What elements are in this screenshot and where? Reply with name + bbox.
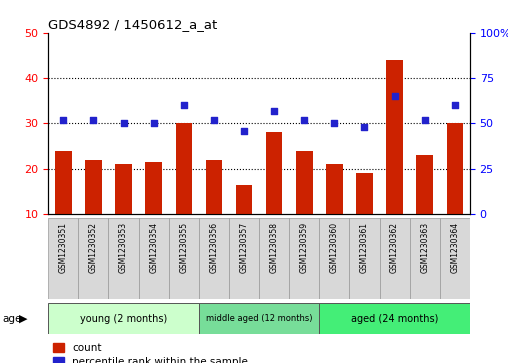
Bar bbox=[55, 151, 72, 260]
Text: GSM1230364: GSM1230364 bbox=[450, 222, 459, 273]
Point bbox=[270, 108, 278, 114]
Point bbox=[180, 102, 188, 108]
Point bbox=[89, 117, 98, 123]
Bar bbox=[266, 132, 282, 260]
Text: GSM1230351: GSM1230351 bbox=[59, 222, 68, 273]
Bar bbox=[48, 218, 78, 299]
Bar bbox=[115, 164, 132, 260]
Text: GSM1230352: GSM1230352 bbox=[89, 222, 98, 273]
Point bbox=[361, 124, 369, 130]
Bar bbox=[356, 174, 373, 260]
Point bbox=[330, 121, 338, 126]
Bar bbox=[259, 218, 289, 299]
Bar bbox=[296, 151, 312, 260]
Bar bbox=[409, 218, 440, 299]
Bar bbox=[417, 155, 433, 260]
Text: GDS4892 / 1450612_a_at: GDS4892 / 1450612_a_at bbox=[48, 18, 217, 31]
Bar bbox=[139, 218, 169, 299]
Text: GSM1230354: GSM1230354 bbox=[149, 222, 158, 273]
Bar bbox=[199, 303, 320, 334]
Point bbox=[149, 121, 157, 126]
Text: aged (24 months): aged (24 months) bbox=[351, 314, 438, 323]
Text: age: age bbox=[3, 314, 22, 323]
Bar bbox=[206, 160, 222, 260]
Legend: count, percentile rank within the sample: count, percentile rank within the sample bbox=[53, 343, 248, 363]
Point bbox=[240, 128, 248, 134]
Text: ▶: ▶ bbox=[19, 314, 28, 323]
Bar bbox=[199, 218, 229, 299]
Bar bbox=[320, 218, 350, 299]
Text: GSM1230361: GSM1230361 bbox=[360, 222, 369, 273]
Point bbox=[451, 102, 459, 108]
Text: GSM1230359: GSM1230359 bbox=[300, 222, 309, 273]
Point bbox=[119, 121, 128, 126]
Bar bbox=[320, 303, 470, 334]
Point bbox=[421, 117, 429, 123]
Text: middle aged (12 months): middle aged (12 months) bbox=[206, 314, 312, 323]
Bar bbox=[440, 218, 470, 299]
Bar bbox=[229, 218, 259, 299]
Bar bbox=[289, 218, 320, 299]
Bar bbox=[379, 218, 409, 299]
Bar bbox=[85, 160, 102, 260]
Bar bbox=[326, 164, 343, 260]
Text: GSM1230353: GSM1230353 bbox=[119, 222, 128, 273]
Text: GSM1230356: GSM1230356 bbox=[209, 222, 218, 273]
Point bbox=[391, 93, 399, 99]
Text: GSM1230362: GSM1230362 bbox=[390, 222, 399, 273]
Bar bbox=[169, 218, 199, 299]
Bar bbox=[350, 218, 379, 299]
Bar bbox=[78, 218, 109, 299]
Text: GSM1230358: GSM1230358 bbox=[270, 222, 279, 273]
Bar bbox=[236, 185, 252, 260]
Bar bbox=[109, 218, 139, 299]
Point bbox=[59, 117, 68, 123]
Bar bbox=[447, 123, 463, 260]
Text: GSM1230360: GSM1230360 bbox=[330, 222, 339, 273]
Text: GSM1230355: GSM1230355 bbox=[179, 222, 188, 273]
Text: young (2 months): young (2 months) bbox=[80, 314, 167, 323]
Point bbox=[210, 117, 218, 123]
Bar bbox=[145, 162, 162, 260]
Bar bbox=[175, 123, 192, 260]
Point bbox=[300, 117, 308, 123]
Text: GSM1230357: GSM1230357 bbox=[239, 222, 248, 273]
Bar bbox=[48, 303, 199, 334]
Bar bbox=[386, 60, 403, 260]
Text: GSM1230363: GSM1230363 bbox=[420, 222, 429, 273]
